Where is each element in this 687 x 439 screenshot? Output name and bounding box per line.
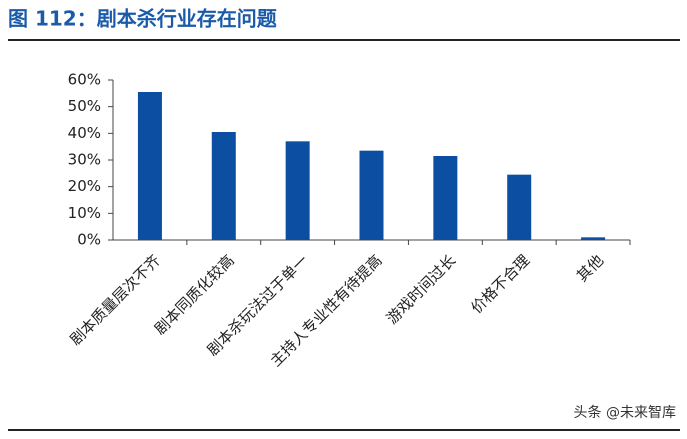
- y-tick-label: 0%: [77, 231, 101, 249]
- bar: [211, 132, 236, 240]
- bar: [359, 150, 384, 240]
- bar: [433, 156, 458, 240]
- y-tick-label: 60%: [68, 71, 101, 89]
- x-tick-label: 剧本质量层次不齐: [66, 251, 164, 349]
- bar: [581, 237, 606, 240]
- x-tick-label: 游戏时间过长: [383, 251, 459, 327]
- x-tick-label: 其他: [573, 251, 607, 285]
- bar: [285, 141, 310, 240]
- y-tick-label: 10%: [68, 204, 101, 222]
- chart-title: 图 112：剧本杀行业存在问题: [8, 7, 278, 31]
- watermark: 头条 @未来智库: [574, 404, 676, 421]
- y-tick-label: 30%: [68, 151, 101, 169]
- y-tick-label: 50%: [68, 97, 101, 115]
- bar: [137, 92, 162, 240]
- y-tick-label: 20%: [68, 177, 101, 195]
- x-tick-label: 价格不合理: [467, 251, 533, 317]
- y-tick-label: 40%: [68, 124, 101, 142]
- bar: [507, 174, 532, 240]
